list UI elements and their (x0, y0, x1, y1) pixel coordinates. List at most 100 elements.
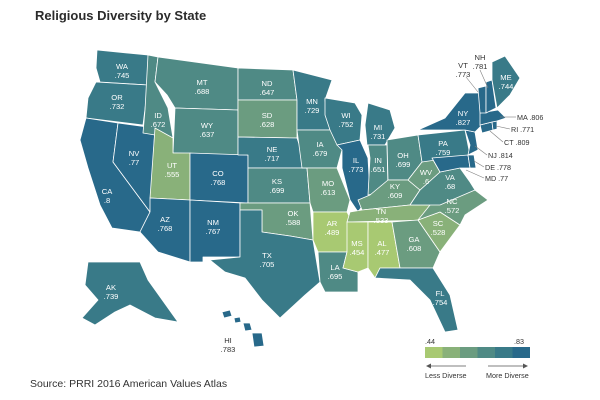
state-abbr: NV (129, 149, 140, 158)
state-value: .729 (305, 106, 320, 115)
state-GA (391, 219, 441, 269)
state-AK (81, 261, 179, 326)
state-value: .572 (445, 206, 460, 215)
state-value: .781 (473, 62, 488, 71)
state-abbr: VT (458, 61, 468, 70)
legend-swatch (477, 347, 495, 358)
state-value: .699 (270, 186, 285, 195)
state-abbr: AK (106, 283, 116, 292)
state-abbr: KY (390, 182, 400, 191)
state-value: .745 (115, 71, 130, 80)
source-note: Source: PRRI 2016 American Values Atlas (30, 378, 228, 390)
callout-RI: RI .771 (511, 125, 534, 134)
label-KY: KY .609 (388, 182, 403, 200)
state-abbr: NM (207, 218, 219, 227)
state-abbr: HI (224, 336, 232, 345)
state-IA (296, 129, 343, 169)
legend-less-label: Less Diverse (425, 371, 467, 380)
state-value: .672 (151, 120, 166, 129)
label-NY: NY .827 (456, 109, 471, 127)
state-abbr: IL (353, 156, 359, 165)
callout-leaders (465, 69, 516, 179)
label-FL: FL .754 (433, 289, 448, 307)
state-abbr: TX (262, 251, 272, 260)
state-value: .8 (104, 196, 110, 205)
state-abbr: FL (436, 289, 445, 298)
legend-min-label: .44 (425, 337, 435, 346)
state-abbr: MO (322, 179, 334, 188)
state-abbr: GA (409, 235, 421, 244)
state-OR (85, 81, 149, 126)
state-value: .647 (260, 88, 275, 97)
label-OK: OK .588 (286, 209, 301, 227)
label-LA: LA .695 (328, 263, 343, 281)
state-abbr: ID (154, 111, 162, 120)
label-NC: NC .572 (445, 197, 460, 215)
label-VA: VA .68 (445, 173, 456, 191)
state-value: .732 (110, 102, 125, 111)
callout-CT: CT .809 (504, 138, 529, 147)
state-value: .739 (104, 292, 119, 301)
state-value: .533 (374, 216, 389, 225)
state-abbr: WY (201, 121, 213, 130)
state-abbr: WI (341, 111, 350, 120)
state-value: .637 (200, 130, 215, 139)
label-IA: IA .679 (313, 140, 328, 158)
label-IL: IL .773 (349, 156, 364, 174)
state-abbr: UT (167, 161, 177, 170)
state-abbr: AZ (160, 215, 170, 224)
state-value: .477 (375, 248, 390, 257)
label-AR: AR .489 (325, 219, 340, 237)
label-KS: KS .699 (270, 177, 285, 195)
label-NM: NM .767 (206, 218, 221, 236)
state-value: .679 (313, 149, 328, 158)
label-TN: TN .533 (374, 207, 389, 225)
state-abbr: AR (327, 219, 338, 228)
state-abbr: WA (116, 62, 129, 71)
state-abbr: CA (102, 187, 113, 196)
state-HI (221, 309, 265, 348)
state-abbr: IA (316, 140, 324, 149)
state-abbr: MT (197, 78, 208, 87)
label-PA: PA .759 (436, 139, 451, 157)
state-value: .744 (499, 82, 514, 91)
state-abbr: CO (212, 169, 223, 178)
label-VT: VT .773 (456, 61, 471, 79)
label-WI: WI .752 (339, 111, 354, 129)
label-SC: SC .528 (431, 219, 446, 237)
state-abbr: MI (374, 123, 382, 132)
legend-swatch (512, 347, 530, 358)
state-abbr: IN (374, 156, 382, 165)
label-SD: SD .628 (260, 111, 275, 129)
state-abbr: SC (433, 219, 444, 228)
state-value: .783 (221, 345, 236, 354)
legend-more-arrow-icon (523, 363, 528, 369)
state-abbr: OR (111, 93, 123, 102)
label-CA: CA .8 (102, 187, 113, 205)
state-MA (479, 109, 507, 126)
state-value: .68 (445, 182, 456, 191)
state-value: .699 (396, 160, 411, 169)
state-abbr: AL (377, 239, 386, 248)
label-NV: NV .77 (129, 149, 140, 167)
state-NC (417, 189, 489, 226)
state-value: .754 (433, 298, 448, 307)
legend-more-label: More Diverse (486, 371, 529, 380)
callout-labels: MA .806 RI .771 CT .809 NJ .814 DE .778 … (485, 113, 543, 183)
state-value: .759 (436, 148, 451, 157)
legend-swatches (425, 347, 530, 358)
label-IN: IN .651 (371, 156, 386, 174)
label-AL: AL .477 (375, 239, 390, 257)
state-abbr: PA (438, 139, 449, 148)
state-value: .528 (431, 228, 446, 237)
callout-MD: MD .77 (485, 174, 508, 183)
state-abbr: VA (445, 173, 456, 182)
state-abbr: NH (475, 53, 486, 62)
state-value: .6 (423, 177, 429, 186)
label-NE: NE .717 (265, 145, 280, 163)
label-WY: WY .637 (200, 121, 215, 139)
label-NH: NH .781 (473, 53, 488, 71)
state-value: .489 (325, 228, 340, 237)
state-value: .767 (206, 227, 221, 236)
